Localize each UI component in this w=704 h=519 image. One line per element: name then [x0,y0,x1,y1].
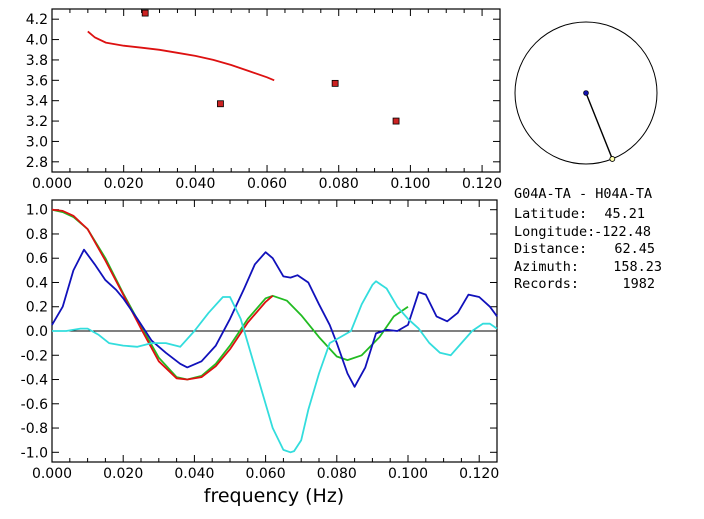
y-tick-label: -1.0 [21,445,48,461]
x-tick-label: 0.040 [174,466,214,482]
data-point-marker [331,79,339,87]
series-line-blue [51,248,498,388]
station-info: G04A-TA - H04A-TA Latitude: 45.21 Longit… [514,186,662,292]
dispersion-frame [51,8,501,173]
x-tick-label: 0.000 [32,176,72,192]
series-line-red [51,208,274,381]
y-tick-label: 2.8 [26,155,48,171]
azimuth-line [585,92,613,160]
y-tick-label: 3.2 [26,114,48,130]
longitude-label: Longitude: [514,224,595,240]
latitude-value: 45.21 [604,206,645,222]
dial-center-point [583,90,589,96]
azimuth-label: Azimuth: [514,259,579,275]
x-tick-label: 0.080 [317,466,357,482]
x-tick-label: 0.060 [247,176,287,192]
x-tick-label: 0.020 [103,466,143,482]
dial-circle [514,21,658,165]
y-tick-label: 3.8 [26,53,48,69]
latitude-label: Latitude: [514,206,587,222]
records-value: 1982 [622,276,655,292]
x-axis-title: frequency (Hz) [204,485,344,507]
y-tick-label: -0.8 [21,421,48,437]
distance-label: Distance: [514,241,587,257]
longitude-value: -122.48 [594,224,651,240]
x-tick-label: 0.040 [175,176,215,192]
azimuth-dial [514,21,658,165]
records-label: Records: [514,276,579,292]
y-tick-label: -0.2 [21,348,48,364]
x-tick-label: 0.100 [388,466,428,482]
y-tick-label: 0.2 [26,300,48,316]
x-tick-label: 0.120 [462,176,502,192]
y-tick-label: 0.8 [26,227,48,243]
x-tick-label: 0.020 [104,176,144,192]
y-tick-label: 3.0 [26,134,48,150]
series-line-green [51,208,409,381]
azimuth-value: 158.23 [613,259,662,275]
x-tick-label: 0.120 [459,466,499,482]
distance-value: 62.45 [614,241,655,257]
data-point-marker [392,117,400,125]
x-tick-label: 0.060 [246,466,286,482]
y-tick-label: 0.4 [26,275,48,291]
y-tick-label: -0.4 [21,373,48,389]
y-tick-label: 1.0 [26,203,48,219]
dial-end-point [609,156,616,162]
y-tick-label: 0.0 [26,324,48,340]
y-tick-label: 0.6 [26,251,48,267]
y-tick-label: 3.6 [26,73,48,89]
y-tick-label: 3.4 [26,94,48,110]
y-tick-label: -0.6 [21,397,48,413]
data-point-marker [141,9,149,17]
series-line-cyan [52,280,498,454]
y-tick-label: 4.0 [26,33,48,49]
x-tick-label: 0.100 [390,176,430,192]
dispersion-curve [87,30,275,82]
x-tick-label: 0.000 [32,466,72,482]
dispersion-panel: 0.000 0.020 0.040 0.060 0.080 0.100 0.120 2.8 3.… [26,8,502,192]
y-tick-label: 4.2 [26,12,48,28]
data-point-marker [217,100,224,108]
coherency-panel: 0.000 0.020 0.040 0.060 0.080 0.100 0.120 1.0 0.… [21,199,499,507]
station-pair: G04A-TA - H04A-TA [514,186,652,202]
x-tick-label: 0.080 [319,176,359,192]
